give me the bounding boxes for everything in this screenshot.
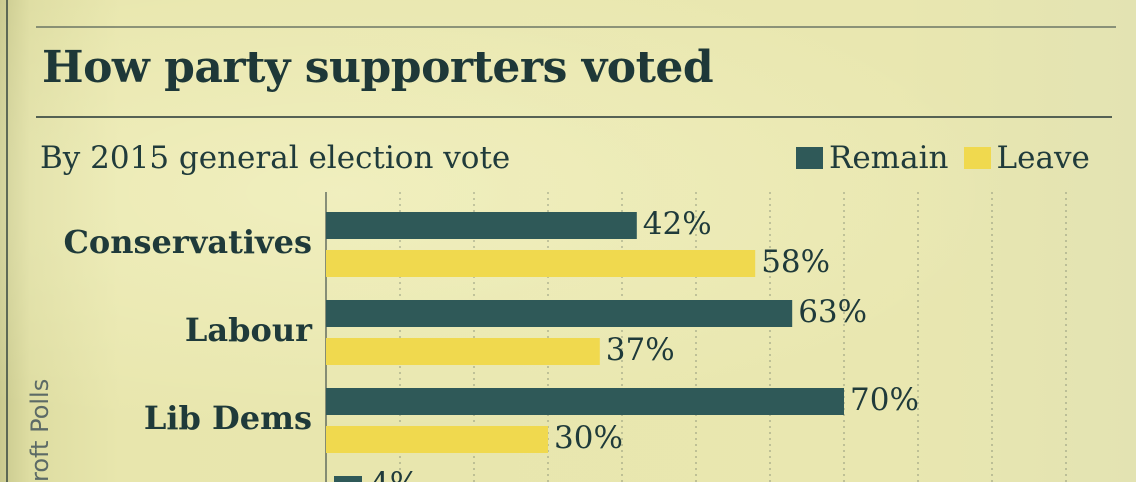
category-label-labour: Labour: [185, 311, 313, 349]
legend-swatch-remain: [796, 147, 823, 169]
bar-lib-dems-leave: [326, 426, 548, 453]
legend-label-remain: Remain: [829, 140, 949, 176]
bar-conservatives-leave: [326, 250, 756, 277]
title-divider: [36, 116, 1112, 118]
value-label-conservatives-remain: 42%: [643, 206, 712, 242]
value-label-partial-next-row: 4%: [370, 466, 419, 482]
bar-labour-remain: [326, 300, 793, 327]
chart-subtitle: By 2015 general election vote: [40, 140, 511, 176]
bar-conservatives-remain: [326, 212, 637, 239]
bar-labour-leave: [326, 338, 600, 365]
legend-item-remain: Remain: [796, 140, 948, 176]
value-label-labour-remain: 63%: [798, 294, 867, 330]
bar-lib-dems-remain: [326, 388, 844, 415]
value-label-conservatives-leave: 58%: [761, 244, 830, 280]
bar-partial-next-row: [334, 476, 362, 482]
category-label-conservatives: Conservatives: [63, 223, 312, 261]
legend-label-leave: Leave: [996, 140, 1090, 176]
value-label-labour-leave: 37%: [606, 332, 675, 368]
bars: [326, 212, 844, 482]
top-divider: [36, 26, 1116, 28]
labels: 42% 58% Conservatives 63% 37% Labour 70% 30% Lib…: [63, 206, 918, 482]
legend: Remain Leave: [796, 140, 1100, 180]
legend-item-leave: Leave: [963, 140, 1090, 176]
category-label-lib-dems: Lib Dems: [144, 399, 312, 437]
legend-swatch-leave: [963, 147, 991, 169]
value-label-lib-dems-remain: 70%: [850, 382, 919, 418]
value-label-lib-dems-leave: 30%: [554, 420, 623, 456]
left-border-rule: [6, 0, 8, 482]
chart-title: How party supporters voted: [42, 42, 714, 93]
